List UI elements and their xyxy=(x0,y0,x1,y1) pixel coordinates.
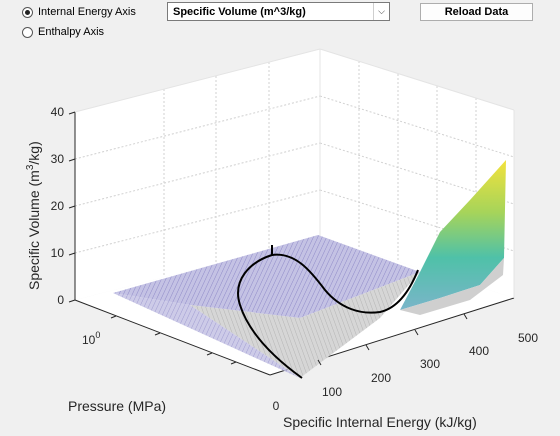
radio-enthalpy-axis[interactable]: Enthalpy Axis xyxy=(22,26,104,38)
z-tick-label: 0 xyxy=(57,293,64,307)
saturation-liquid-line xyxy=(237,245,303,379)
x-axis-label: Specific Internal Energy (kJ/kg) xyxy=(283,414,477,430)
radio-internal-energy-axis[interactable]: Internal Energy Axis xyxy=(22,6,136,18)
y-axis-label: Pressure (MPa) xyxy=(68,398,166,414)
x-tick-label: 200 xyxy=(371,371,391,385)
surface-front-region xyxy=(113,293,300,378)
radio-label-enthalpy: Enthalpy Axis xyxy=(38,26,105,38)
surface-grey-region xyxy=(190,272,420,378)
chevron-down-icon[interactable]: ⌵ xyxy=(373,3,389,20)
x-tick-label: 100 xyxy=(322,385,342,399)
back-box-edges xyxy=(74,48,515,298)
x-tick-label: 0 xyxy=(273,399,280,413)
radio-button[interactable] xyxy=(22,26,33,38)
dropdown-selected-value: Specific Volume (m^3/kg) xyxy=(173,5,306,18)
z-tick-label: 30 xyxy=(51,152,65,166)
property-dropdown[interactable]: Specific Volume (m^3/kg) ⌵ xyxy=(167,2,390,21)
y-axis-ticks: 100 xyxy=(82,315,237,365)
x-tick-label: 300 xyxy=(420,357,440,371)
z-tick-label: 20 xyxy=(51,199,65,213)
z-tick-label: 40 xyxy=(51,105,65,119)
x-tick-label: 500 xyxy=(518,331,538,345)
z-axis-label: Specific Volume (m3/kg) xyxy=(25,141,42,290)
radio-label-internal-energy: Internal Energy Axis xyxy=(38,6,136,18)
surface-vapor-shadow xyxy=(400,258,504,315)
surface-lowpressure-region xyxy=(113,235,420,318)
saturation-vapor-line xyxy=(271,253,419,314)
radio-button-selected[interactable] xyxy=(22,6,33,18)
y-tick-label: 100 xyxy=(82,330,100,347)
z-axis-ticks: 0 10 20 30 40 xyxy=(51,105,76,307)
surface-vapor-region xyxy=(400,160,506,310)
reload-data-button[interactable]: Reload Data xyxy=(420,3,533,21)
x-tick-label: 400 xyxy=(469,344,489,358)
z-tick-label: 10 xyxy=(51,246,65,260)
x-axis-ticks: 0 100 200 300 400 500 xyxy=(273,313,538,413)
